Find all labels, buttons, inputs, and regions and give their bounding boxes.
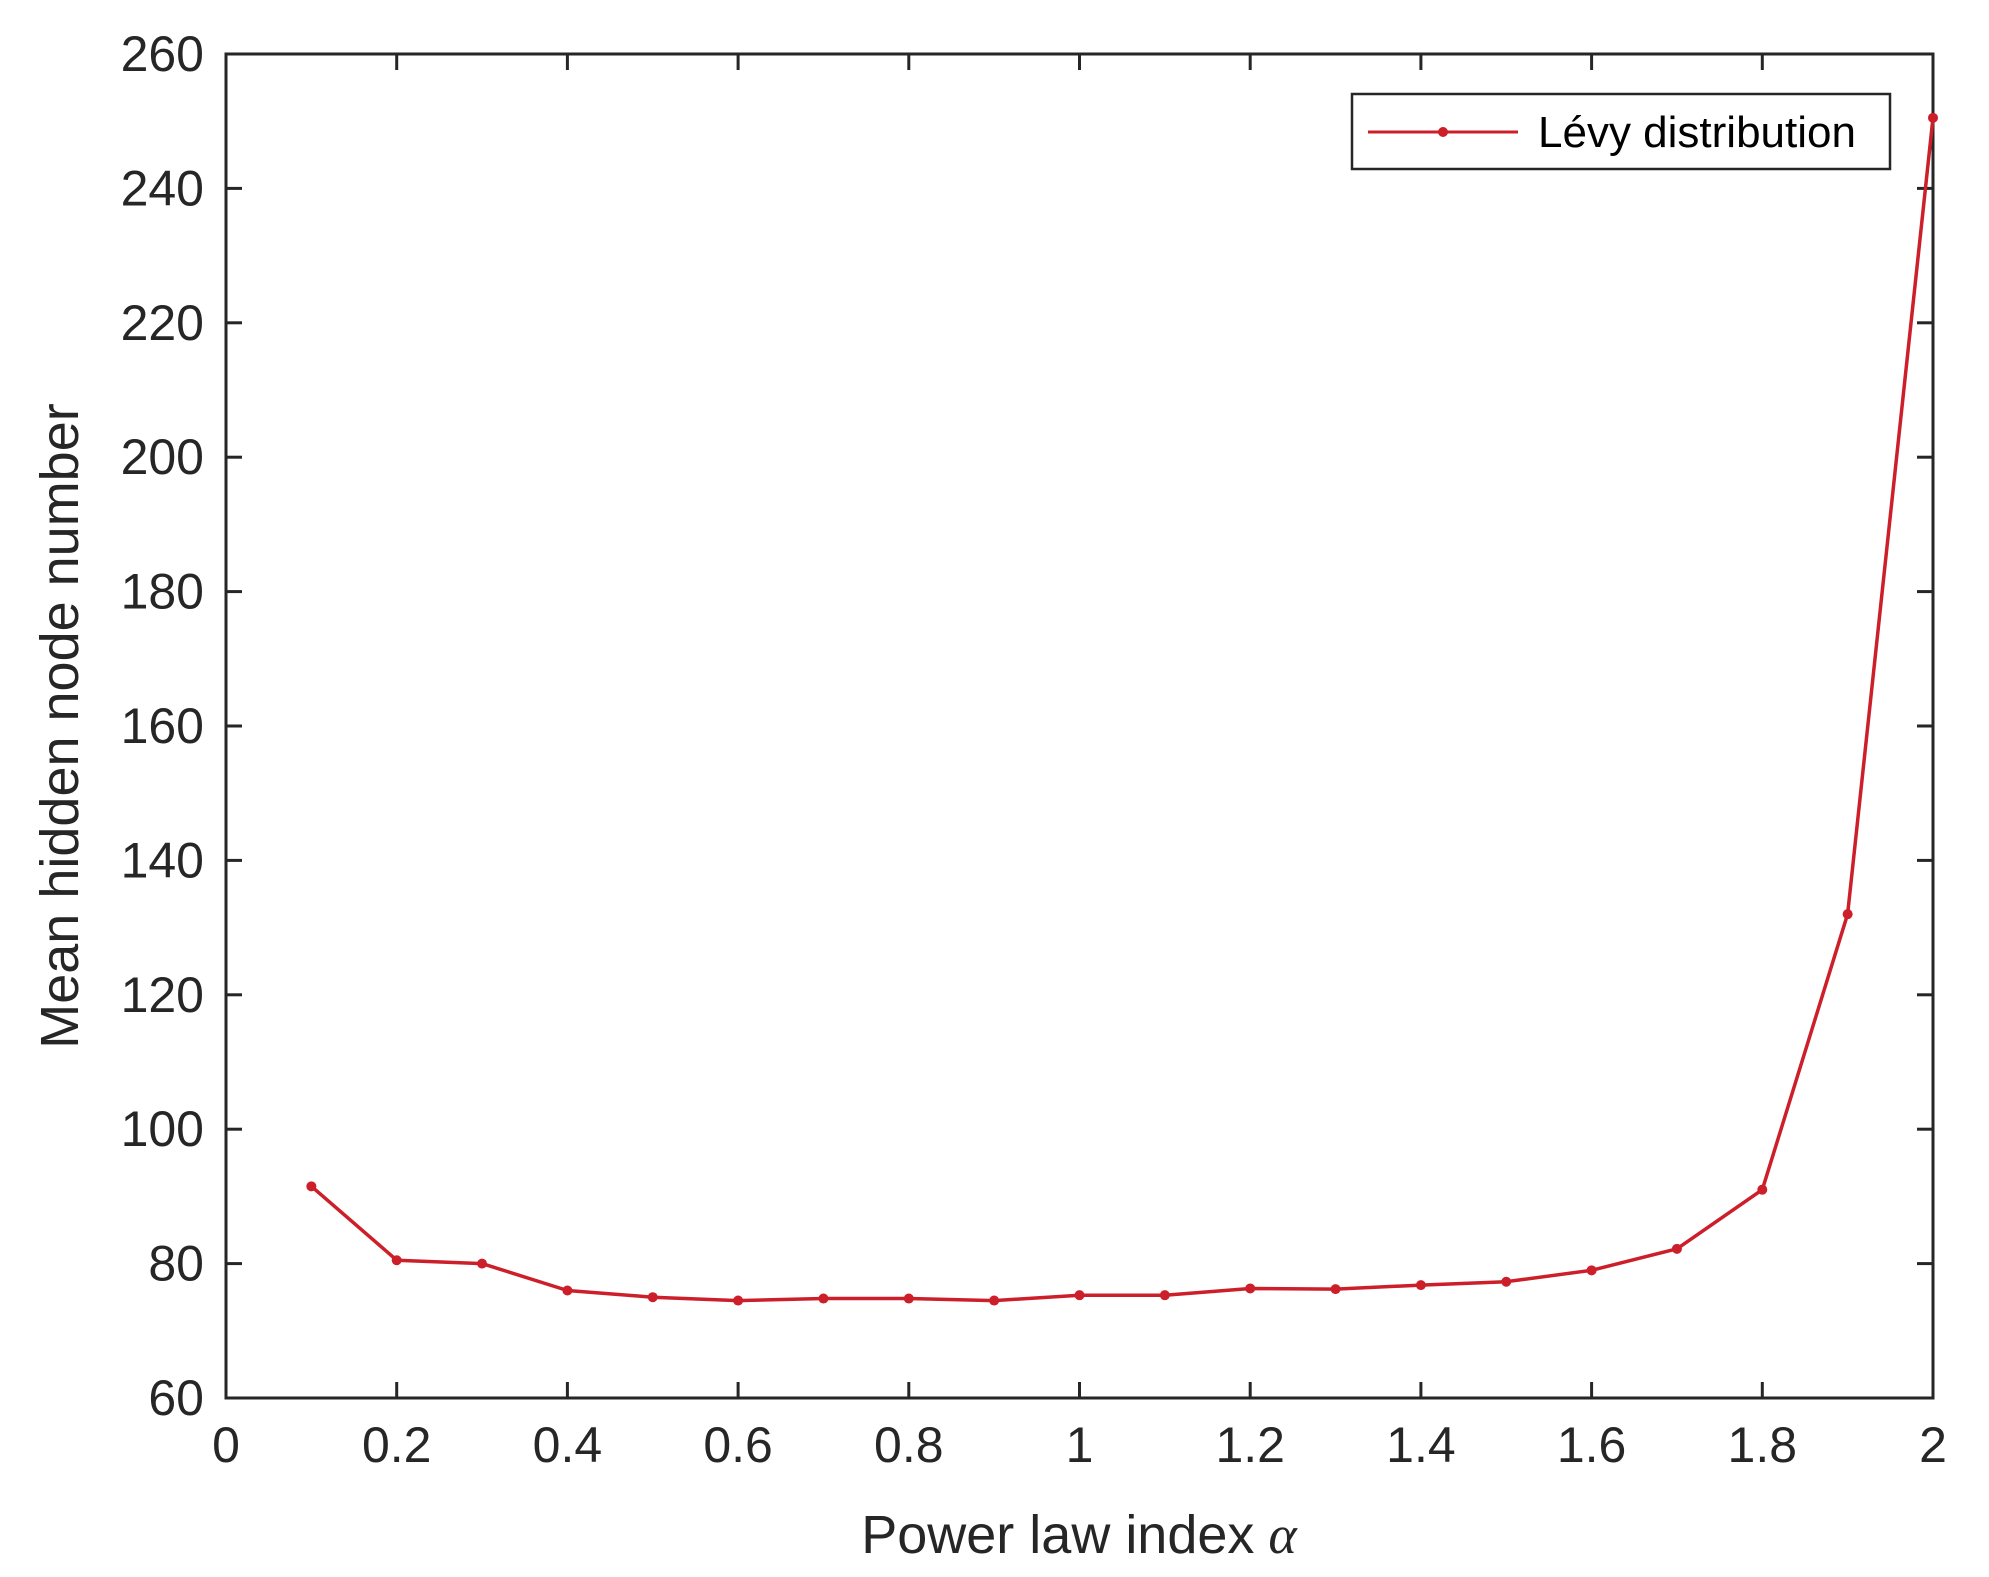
y-tick-label: 80 <box>148 1236 204 1292</box>
y-tick-label: 120 <box>121 967 204 1023</box>
series-point <box>1330 1284 1341 1295</box>
y-tick-label: 180 <box>121 564 204 620</box>
x-tick-label: 1.4 <box>1386 1417 1456 1473</box>
y-tick-label: 220 <box>121 295 204 351</box>
x-tick-label: 0.2 <box>362 1417 432 1473</box>
series-point <box>818 1293 829 1304</box>
series-point <box>1842 909 1853 920</box>
series-point <box>391 1255 402 1266</box>
y-tick-label: 100 <box>121 1101 204 1157</box>
series-point <box>1074 1290 1085 1301</box>
series-point <box>647 1292 658 1303</box>
series-point <box>1159 1290 1170 1301</box>
x-tick-label: 0 <box>212 1417 240 1473</box>
series-point <box>1586 1265 1597 1276</box>
legend-label: Lévy distribution <box>1538 108 1856 157</box>
x-tick-label: 0.6 <box>703 1417 773 1473</box>
y-tick-label: 240 <box>121 160 204 216</box>
series-point <box>1928 112 1938 123</box>
y-axis-title: Mean hidden node number <box>30 403 90 1048</box>
series-point <box>733 1295 744 1306</box>
y-tick-label: 200 <box>121 429 204 485</box>
series-layer <box>306 112 1938 1306</box>
y-tick-label: 60 <box>148 1370 204 1426</box>
x-tick-label: 1.2 <box>1215 1417 1285 1473</box>
y-axis-ticks: 60 80 100 120 140 160 180 200 220 240 260 <box>121 26 1933 1426</box>
series-point <box>477 1258 488 1269</box>
series-point <box>1501 1276 1512 1287</box>
x-tick-label: 2 <box>1919 1417 1947 1473</box>
series-point <box>1245 1283 1256 1294</box>
x-tick-label: 1.6 <box>1557 1417 1627 1473</box>
x-tick-label: 0.4 <box>533 1417 603 1473</box>
series-point <box>1671 1243 1682 1254</box>
series-point <box>1757 1184 1768 1195</box>
series-point <box>306 1181 317 1192</box>
series-line <box>310 117 1935 1303</box>
plot-area <box>224 52 1935 1400</box>
x-tick-label: 0.8 <box>874 1417 944 1473</box>
y-tick-label: 260 <box>121 26 204 82</box>
x-tick-label: 1 <box>1066 1417 1094 1473</box>
series-point <box>903 1293 914 1304</box>
legend: Lévy distribution <box>1350 92 1892 171</box>
series-point <box>1415 1280 1426 1291</box>
x-axis-ticks: 0 0.2 0.4 0.6 0.8 1 1.2 1.4 1.6 1.8 2 <box>212 54 1947 1473</box>
x-axis-title: Power law index α <box>861 1505 1298 1565</box>
legend-marker <box>1438 127 1448 137</box>
series-point <box>989 1295 1000 1306</box>
y-tick-label: 140 <box>121 832 204 888</box>
x-tick-label: 1.8 <box>1728 1417 1798 1473</box>
alpha-symbol: α <box>1268 1505 1298 1565</box>
series-point <box>562 1285 573 1296</box>
y-tick-label: 160 <box>121 698 204 754</box>
